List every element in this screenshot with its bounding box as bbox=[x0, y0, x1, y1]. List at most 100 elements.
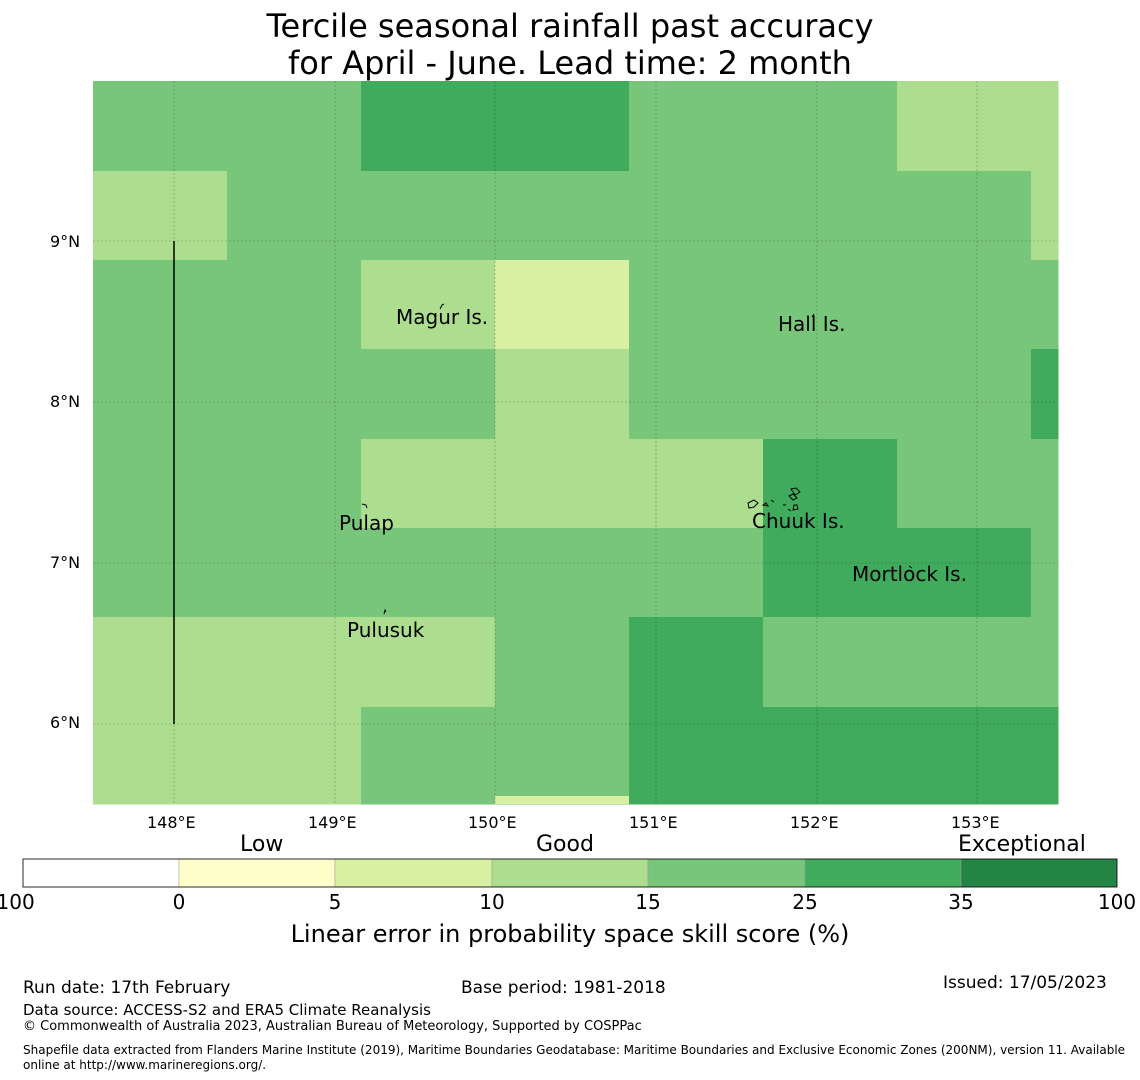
grid-cell bbox=[227, 796, 361, 804]
grid-cell bbox=[93, 439, 228, 529]
grid-cell bbox=[629, 349, 764, 440]
grid-cell bbox=[495, 349, 630, 440]
island-hall bbox=[811, 313, 815, 318]
grid-cell bbox=[495, 617, 630, 708]
grid-cell bbox=[763, 707, 898, 805]
grid-cell bbox=[763, 171, 898, 261]
grid-cell bbox=[763, 81, 898, 172]
place-label-chuuk: Chuuk Is. bbox=[752, 509, 845, 533]
island-pulusuk bbox=[383, 608, 387, 615]
grid-cell bbox=[1031, 439, 1059, 529]
grid-cell bbox=[629, 707, 764, 805]
shapefile-credit-line1: Shapefile data extracted from Flanders M… bbox=[23, 1043, 1126, 1057]
place-label-magur: Magur Is. bbox=[396, 305, 489, 329]
colorbar-tick: 5 bbox=[328, 890, 342, 914]
base-period: Base period: 1981-2018 bbox=[461, 978, 666, 998]
run-date: Run date: 17th February bbox=[23, 978, 231, 998]
place-label-pulap: Pulap bbox=[339, 511, 394, 535]
grid-cell bbox=[1031, 171, 1059, 261]
grid-cell bbox=[93, 260, 228, 350]
island-mortlock bbox=[908, 565, 913, 569]
colorbar-category-good: Good bbox=[536, 832, 594, 857]
grid-cell bbox=[763, 349, 898, 440]
colorbar-tick: 100 bbox=[1097, 890, 1137, 914]
grid-cell bbox=[629, 260, 764, 350]
data-source: Data source: ACCESS-S2 and ERA5 Climate … bbox=[23, 1001, 431, 1019]
island-magur bbox=[439, 303, 445, 310]
colorbar-tick: 25 bbox=[792, 890, 818, 914]
grid-cell bbox=[361, 617, 496, 708]
lon-label-152e: 152°E bbox=[790, 813, 839, 832]
lon-label-149e: 149°E bbox=[308, 813, 357, 832]
grid-cell bbox=[227, 617, 362, 708]
grid-cell bbox=[1031, 81, 1059, 172]
grid-cell bbox=[629, 439, 764, 529]
grid-cell bbox=[763, 260, 898, 350]
grid-cell bbox=[361, 81, 496, 172]
grid-cell bbox=[93, 349, 228, 440]
grid-cell bbox=[227, 707, 362, 805]
grid-cell bbox=[897, 439, 1032, 529]
colorbar-tick: -100 bbox=[0, 890, 35, 914]
grid-cell bbox=[361, 171, 496, 261]
colorbar-category-low: Low bbox=[240, 832, 284, 857]
grid-cell bbox=[897, 707, 1032, 805]
lon-label-148e: 148°E bbox=[147, 813, 196, 832]
grid-cell bbox=[897, 260, 1032, 350]
colorbar-swatch bbox=[804, 858, 962, 888]
chart-title-line2: for April - June. Lead time: 2 month bbox=[288, 44, 852, 82]
grid-cell bbox=[93, 617, 228, 708]
grid-cell bbox=[629, 528, 764, 618]
map-graticule bbox=[93, 81, 1058, 804]
grid-cell bbox=[495, 81, 630, 172]
grid-cell bbox=[495, 528, 630, 618]
grid-cell bbox=[1031, 528, 1059, 618]
copyright: © Commonwealth of Australia 2023, Austra… bbox=[23, 1019, 642, 1034]
grid-cell bbox=[1031, 349, 1059, 440]
lon-label-150e: 150°E bbox=[468, 813, 517, 832]
grid-cell bbox=[897, 528, 1032, 618]
grid-cell bbox=[1031, 260, 1059, 350]
lon-label-153e: 153°E bbox=[951, 813, 1000, 832]
grid-cell bbox=[93, 81, 228, 172]
grid-cell bbox=[361, 349, 496, 440]
grid-cell bbox=[227, 260, 362, 350]
colorbar-frame bbox=[22, 858, 1118, 888]
grid-cell bbox=[93, 528, 228, 618]
place-label-pulusuk: Pulusuk bbox=[347, 618, 425, 642]
grid-cell bbox=[897, 617, 1032, 708]
grid-cell bbox=[495, 796, 629, 804]
grid-cell bbox=[495, 707, 630, 805]
grid-cell bbox=[361, 439, 496, 529]
colorbar-swatch bbox=[647, 858, 806, 888]
chart-title-line1: Tercile seasonal rainfall past accuracy bbox=[266, 7, 874, 45]
lat-label-7n: 7°N bbox=[50, 553, 81, 572]
shapefile-credit-line2: online at http://www.marineregions.org/. bbox=[23, 1058, 267, 1072]
colorbar-swatch bbox=[22, 858, 180, 888]
grid-cell bbox=[227, 528, 362, 618]
grid-cell bbox=[361, 707, 496, 805]
island-chuuk-lagoon bbox=[747, 487, 801, 512]
grid-cell bbox=[495, 260, 630, 350]
grid-cell bbox=[495, 171, 630, 261]
grid-cell bbox=[897, 171, 1032, 261]
place-label-hall: Hall Is. bbox=[778, 312, 846, 336]
grid-cell bbox=[897, 81, 1032, 172]
colorbar-label: Linear error in probability space skill … bbox=[290, 920, 850, 948]
lon-label-151e: 151°E bbox=[629, 813, 678, 832]
colorbar-swatch bbox=[334, 858, 493, 888]
grid-cell bbox=[763, 439, 898, 529]
grid-cell bbox=[763, 617, 898, 708]
grid-cell bbox=[495, 439, 630, 529]
place-label-mortlock: Mortlock Is. bbox=[852, 562, 967, 586]
grid-cell bbox=[227, 81, 362, 172]
grid-cell bbox=[227, 439, 362, 529]
grid-cell bbox=[1031, 707, 1059, 805]
grid-cell bbox=[93, 707, 228, 805]
colorbar-swatch bbox=[960, 858, 1118, 888]
colorbar-tick: 0 bbox=[172, 890, 186, 914]
grid-cell bbox=[763, 528, 898, 618]
colorbar-tick: 10 bbox=[479, 890, 505, 914]
issued-date: Issued: 17/05/2023 bbox=[943, 973, 1107, 993]
grid-cell bbox=[1031, 617, 1059, 708]
